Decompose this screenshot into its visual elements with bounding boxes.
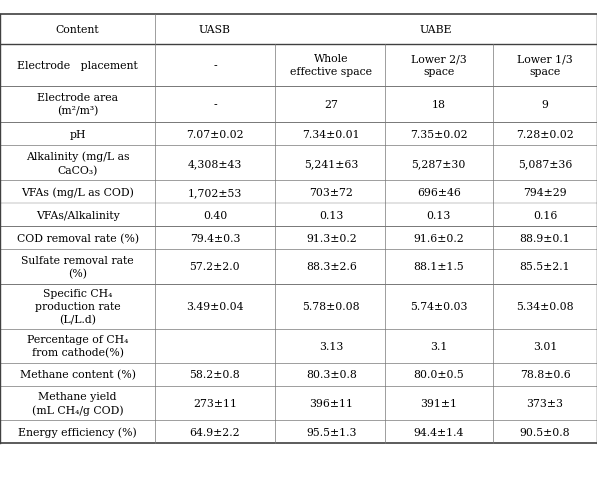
Text: Methane content (%): Methane content (%) bbox=[20, 369, 136, 380]
Text: 7.07±0.02: 7.07±0.02 bbox=[186, 129, 244, 140]
Text: Content: Content bbox=[56, 25, 100, 35]
Text: 696±46: 696±46 bbox=[417, 187, 461, 198]
Text: 0.13: 0.13 bbox=[427, 210, 451, 221]
Text: Alkalinity (mg/L as
CaCO₃): Alkalinity (mg/L as CaCO₃) bbox=[26, 151, 130, 176]
Text: 0.13: 0.13 bbox=[319, 210, 343, 221]
Text: 88.1±1.5: 88.1±1.5 bbox=[413, 262, 464, 272]
Text: 78.8±0.6: 78.8±0.6 bbox=[519, 369, 571, 380]
Text: -: - bbox=[213, 61, 217, 71]
Text: 79.4±0.3: 79.4±0.3 bbox=[190, 233, 240, 244]
Text: Sulfate removal rate
(%): Sulfate removal rate (%) bbox=[21, 255, 134, 279]
Text: 94.4±1.4: 94.4±1.4 bbox=[414, 427, 464, 437]
Text: 3.49±0.04: 3.49±0.04 bbox=[186, 302, 244, 311]
Text: 0.16: 0.16 bbox=[533, 210, 557, 221]
Text: 5.78±0.08: 5.78±0.08 bbox=[303, 302, 360, 311]
Text: 5.34±0.08: 5.34±0.08 bbox=[516, 302, 574, 311]
Text: UABE: UABE bbox=[420, 25, 452, 35]
Text: 4,308±43: 4,308±43 bbox=[187, 159, 242, 168]
Text: Lower 1/3
space: Lower 1/3 space bbox=[517, 54, 573, 77]
Text: 80.0±0.5: 80.0±0.5 bbox=[413, 369, 464, 380]
Text: 85.5±2.1: 85.5±2.1 bbox=[520, 262, 570, 272]
Text: Percentage of CH₄
from cathode(%): Percentage of CH₄ from cathode(%) bbox=[27, 334, 128, 358]
Text: VFAs/Alkalinity: VFAs/Alkalinity bbox=[36, 210, 119, 221]
Text: 7.34±0.01: 7.34±0.01 bbox=[303, 129, 360, 140]
Text: 80.3±0.8: 80.3±0.8 bbox=[306, 369, 357, 380]
Text: 5,087±36: 5,087±36 bbox=[518, 159, 573, 168]
Text: 373±3: 373±3 bbox=[527, 398, 564, 408]
Text: Electrode area
(m²/m³): Electrode area (m²/m³) bbox=[37, 93, 118, 117]
Text: Lower 2/3
space: Lower 2/3 space bbox=[411, 54, 467, 77]
Text: 3.1: 3.1 bbox=[430, 341, 448, 351]
Text: 90.5±0.8: 90.5±0.8 bbox=[520, 427, 570, 437]
Text: 91.6±0.2: 91.6±0.2 bbox=[413, 233, 464, 244]
Text: Energy efficiency (%): Energy efficiency (%) bbox=[19, 427, 137, 437]
Text: 794±29: 794±29 bbox=[523, 187, 567, 198]
Text: 18: 18 bbox=[432, 100, 446, 110]
Text: 27: 27 bbox=[324, 100, 338, 110]
Text: 64.9±2.2: 64.9±2.2 bbox=[190, 427, 240, 437]
Text: 396±11: 396±11 bbox=[309, 398, 353, 408]
Text: -: - bbox=[213, 100, 217, 110]
Text: 5,241±63: 5,241±63 bbox=[304, 159, 359, 168]
Text: 0.40: 0.40 bbox=[203, 210, 227, 221]
Text: 88.3±2.6: 88.3±2.6 bbox=[306, 262, 357, 272]
Text: 5,287±30: 5,287±30 bbox=[411, 159, 466, 168]
Text: Electrode   placement: Electrode placement bbox=[17, 61, 138, 71]
Text: Methane yield
(mL CH₄/g COD): Methane yield (mL CH₄/g COD) bbox=[32, 391, 124, 415]
Text: 88.9±0.1: 88.9±0.1 bbox=[519, 233, 571, 244]
Text: 3.13: 3.13 bbox=[319, 341, 343, 351]
Text: 7.35±0.02: 7.35±0.02 bbox=[410, 129, 467, 140]
Text: 91.3±0.2: 91.3±0.2 bbox=[306, 233, 357, 244]
Text: 391±1: 391±1 bbox=[420, 398, 457, 408]
Text: Specific CH₄
production rate
(L/L.d): Specific CH₄ production rate (L/L.d) bbox=[35, 288, 121, 325]
Text: 5.74±0.03: 5.74±0.03 bbox=[410, 302, 467, 311]
Text: pH: pH bbox=[69, 129, 86, 140]
Text: UASB: UASB bbox=[199, 25, 231, 35]
Text: 1,702±53: 1,702±53 bbox=[187, 187, 242, 198]
Text: VFAs (mg/L as COD): VFAs (mg/L as COD) bbox=[21, 187, 134, 198]
Text: COD removal rate (%): COD removal rate (%) bbox=[17, 233, 139, 244]
Text: 3.01: 3.01 bbox=[533, 341, 557, 351]
Text: 9: 9 bbox=[541, 100, 549, 110]
Text: 273±11: 273±11 bbox=[193, 398, 237, 408]
Text: 58.2±0.8: 58.2±0.8 bbox=[189, 369, 241, 380]
Text: 7.28±0.02: 7.28±0.02 bbox=[516, 129, 574, 140]
Text: 703±72: 703±72 bbox=[309, 187, 353, 198]
Text: 57.2±2.0: 57.2±2.0 bbox=[190, 262, 240, 272]
Text: 95.5±1.3: 95.5±1.3 bbox=[306, 427, 356, 437]
Text: Whole
effective space: Whole effective space bbox=[290, 54, 373, 77]
